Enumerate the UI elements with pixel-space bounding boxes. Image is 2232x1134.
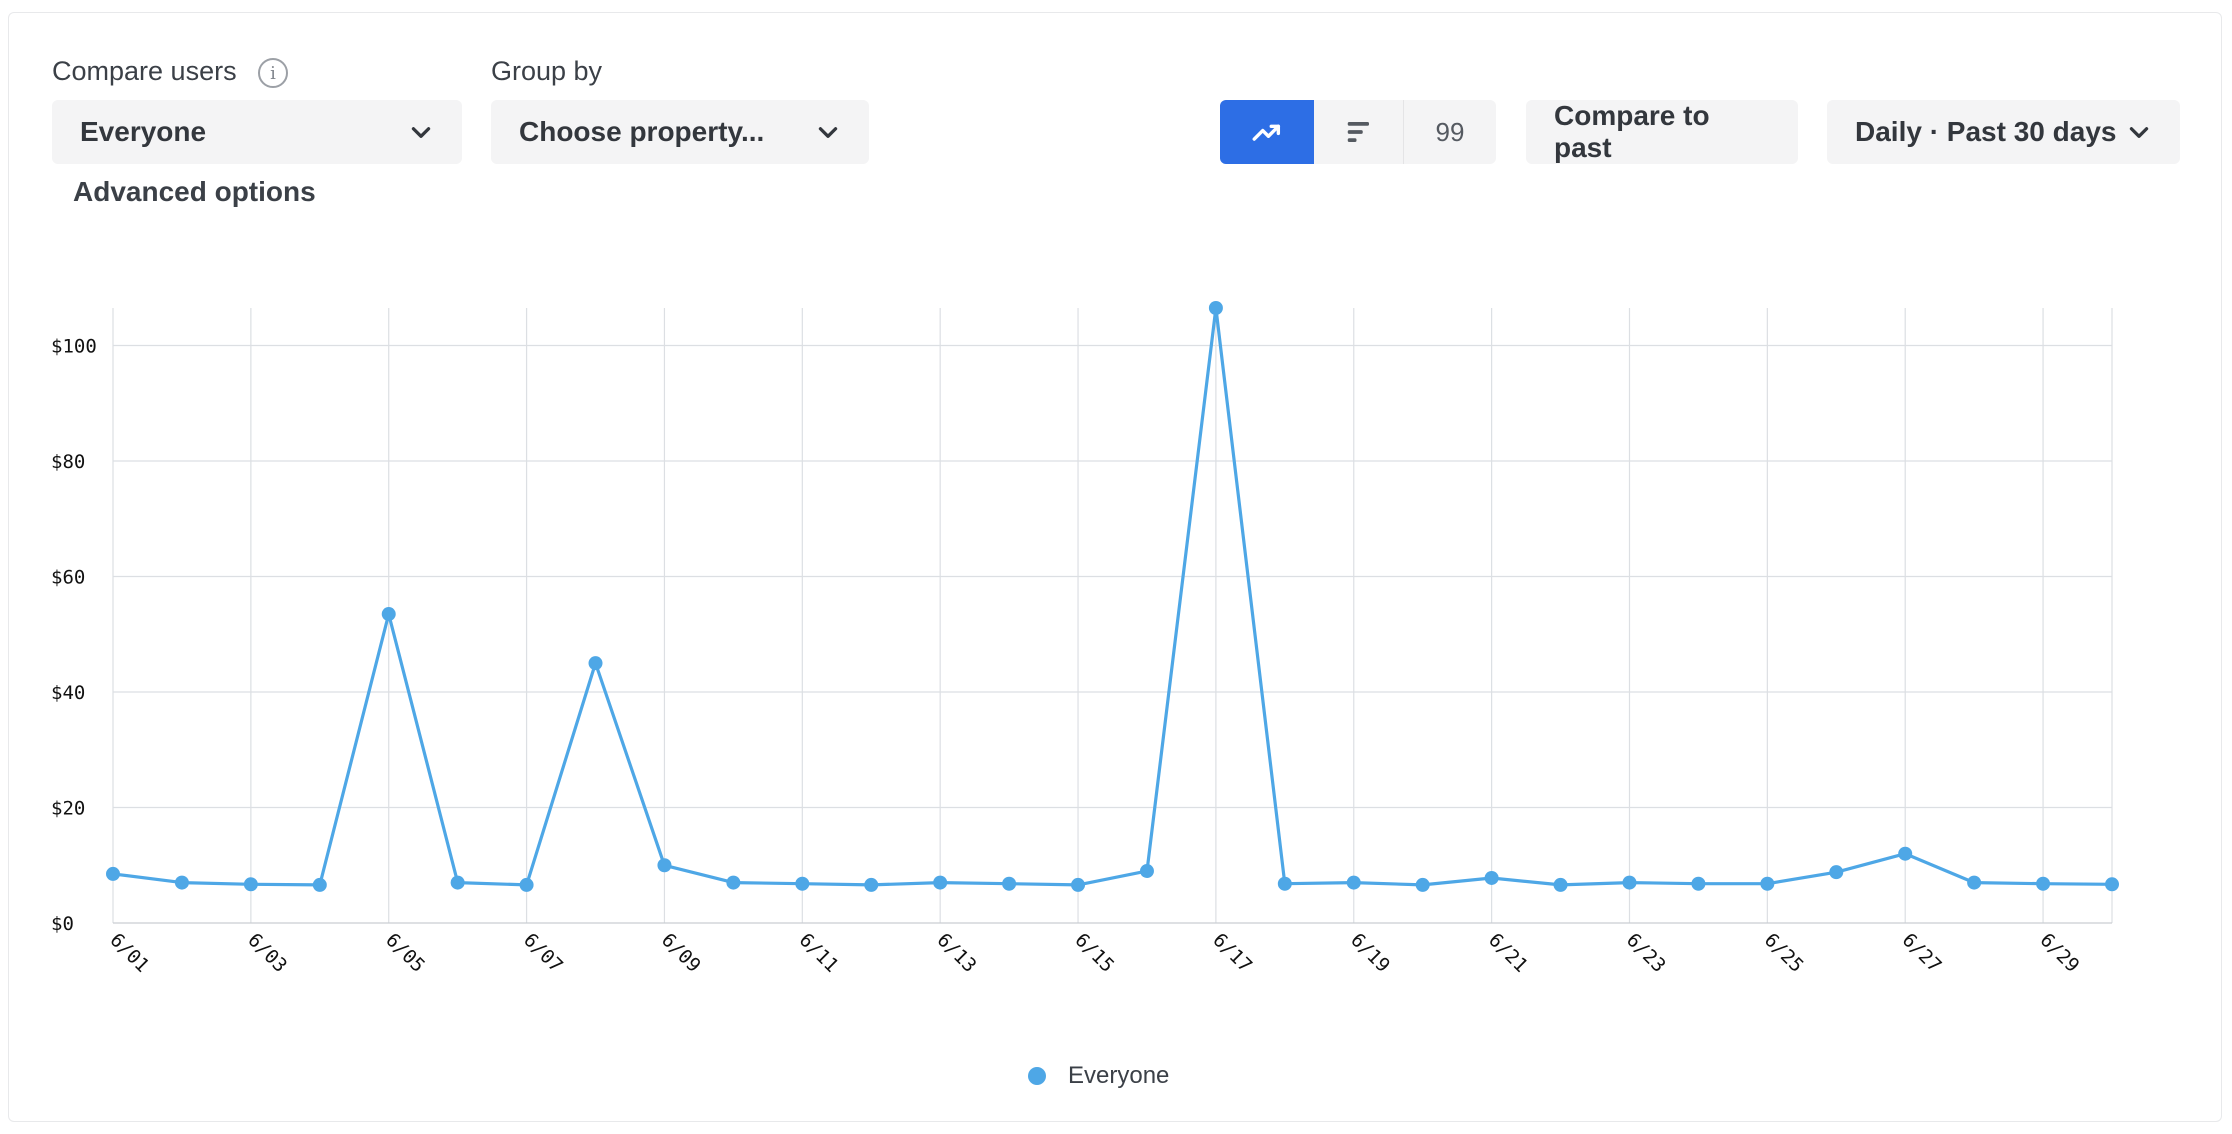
x-tick-label: 6/05 <box>381 929 429 977</box>
data-point[interactable] <box>1691 876 1706 891</box>
info-icon[interactable]: i <box>258 58 288 88</box>
group-by-dropdown[interactable]: Choose property... <box>491 100 869 164</box>
compare-users-dropdown[interactable]: Everyone <box>52 100 462 164</box>
data-point[interactable] <box>1967 875 1982 890</box>
group-by-label: Group by <box>491 56 603 86</box>
data-point[interactable] <box>1277 876 1292 891</box>
data-point[interactable] <box>2036 876 2051 891</box>
trend-up-icon <box>1252 124 1281 141</box>
data-point[interactable] <box>1002 876 1017 891</box>
chevron-down-icon <box>818 127 838 138</box>
x-tick-label: 6/03 <box>243 929 291 977</box>
data-point[interactable] <box>174 875 189 890</box>
data-point[interactable] <box>726 875 741 890</box>
group-by-value: Choose property... <box>519 116 765 147</box>
data-point[interactable] <box>1346 875 1361 890</box>
x-tick-label: 6/11 <box>795 929 843 977</box>
y-tick-label: $100 <box>51 336 97 358</box>
count-button[interactable]: 99 <box>1404 100 1496 164</box>
legend: Everyone <box>1028 1062 1169 1090</box>
x-tick-label: 6/21 <box>1484 929 1532 977</box>
compare-users-value: Everyone <box>80 116 207 147</box>
compare-to-past-label: Compare to past <box>1554 100 1710 163</box>
line-mode-button[interactable] <box>1220 100 1314 164</box>
x-tick-label: 6/15 <box>1070 929 1118 977</box>
advanced-options-link[interactable]: Advanced options <box>73 176 316 207</box>
data-point[interactable] <box>795 876 810 891</box>
y-tick-label: $20 <box>51 798 85 820</box>
legend-label[interactable]: Everyone <box>1068 1062 1170 1089</box>
data-point[interactable] <box>1139 864 1154 879</box>
data-point[interactable] <box>243 877 258 892</box>
data-point[interactable] <box>1760 876 1775 891</box>
x-tick-label: 6/29 <box>2036 929 2084 977</box>
x-tick-label: 6/25 <box>1760 929 1808 977</box>
data-point[interactable] <box>657 858 672 873</box>
x-tick-label: 6/27 <box>1898 929 1946 977</box>
compare-to-past-button[interactable]: Compare to past <box>1526 100 1798 164</box>
chevron-down-icon <box>411 127 431 138</box>
x-tick-label: 6/19 <box>1346 929 1394 977</box>
x-tick-label: 6/09 <box>657 929 705 977</box>
data-point[interactable] <box>381 607 396 622</box>
data-point[interactable] <box>588 656 603 671</box>
data-point[interactable] <box>450 875 465 890</box>
y-tick-label: $0 <box>51 913 74 935</box>
data-point[interactable] <box>1553 877 1568 892</box>
data-point[interactable] <box>1829 865 1844 880</box>
x-tick-label: 6/23 <box>1622 929 1670 977</box>
bar-mode-button[interactable] <box>1314 100 1404 164</box>
series-line-everyone <box>112 306 2113 887</box>
x-tick-label: 6/13 <box>933 929 981 977</box>
data-point[interactable] <box>519 877 534 892</box>
data-point[interactable] <box>2105 877 2119 892</box>
x-tick-label: 6/01 <box>105 929 153 977</box>
data-point[interactable] <box>864 877 879 892</box>
y-tick-label: $80 <box>51 451 85 473</box>
data-point[interactable] <box>1898 846 1913 861</box>
data-point[interactable] <box>1208 301 1223 315</box>
chart-card <box>8 12 2222 1122</box>
data-point[interactable] <box>106 866 120 881</box>
compare-users-label: Compare users <box>52 56 237 86</box>
data-point[interactable] <box>1484 870 1499 885</box>
date-range-dropdown[interactable]: Daily · Past 30 days <box>1827 100 2180 164</box>
data-point[interactable] <box>1622 875 1637 890</box>
bar-list-icon <box>1347 122 1369 142</box>
y-tick-label: $60 <box>51 567 85 589</box>
data-point[interactable] <box>1071 877 1086 892</box>
x-tick-label: 6/17 <box>1208 929 1256 977</box>
legend-marker <box>1028 1067 1046 1085</box>
chart-mode-toggle: 99 <box>1220 100 1496 164</box>
data-point[interactable] <box>933 875 948 890</box>
data-point[interactable] <box>312 877 327 892</box>
x-tick-label: 6/07 <box>519 929 567 977</box>
date-range-value: Daily · Past 30 days <box>1855 116 2117 147</box>
chevron-down-icon <box>2129 127 2149 138</box>
y-tick-label: $40 <box>51 682 85 704</box>
data-point[interactable] <box>1415 877 1430 892</box>
